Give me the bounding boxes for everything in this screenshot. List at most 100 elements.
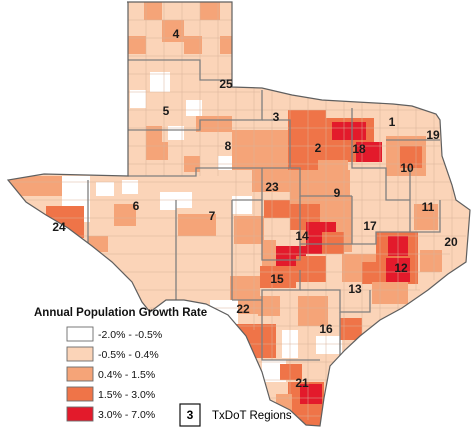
county-fill [146,126,162,142]
txdot-key-number: 3 [187,408,194,422]
county-fill [438,222,470,262]
county-fill [374,104,430,130]
county-fill [332,122,366,140]
district-boundary-line [299,196,353,245]
county-fill [162,20,184,42]
region-label-7: 7 [209,209,216,223]
district-boundary-line [232,270,301,301]
legend-items: -2.0% - -0.5% -0.5% - 0.4% 0.4% - 1.5% 1.5%… [66,326,162,422]
region-label-24: 24 [52,220,66,234]
county-fill [150,72,170,92]
legend-swatch [66,386,94,402]
region-label-9: 9 [334,186,341,200]
region-label-25: 25 [219,77,233,91]
district-boundary-line [261,200,301,261]
county-fill [178,214,216,236]
county-fill [340,318,362,340]
region-label-16: 16 [319,322,333,336]
county-boundary-line [145,2,453,420]
region-label-1: 1 [389,115,396,129]
region-label-15: 15 [270,272,284,286]
county-fill [8,176,62,196]
region-label-13: 13 [348,282,362,296]
legend-swatch [66,346,94,362]
district-boundary-line [262,167,352,197]
district-boundary-line [261,300,320,361]
region-label-19: 19 [426,128,440,142]
county-fill [122,180,138,194]
district-boundaries [87,59,441,361]
county-fill [318,160,348,178]
legend-title: Annual Population Growth Rate [34,307,207,319]
region-label-18: 18 [352,142,366,156]
county-fill [146,142,168,160]
county-fill [128,36,146,54]
county-fill [400,146,422,168]
county-fill [218,156,232,170]
legend-range-label: -0.5% - 0.4% [98,349,159,361]
county-fill [160,192,176,210]
county-fills [8,2,470,426]
county-fill [88,236,108,252]
region-label-3: 3 [273,110,280,124]
county-fill [262,240,276,266]
county-fill [260,266,296,288]
county-fill [322,232,344,254]
county-fill [200,2,220,20]
legend-range-label: 0.4% - 1.5% [98,369,155,381]
county-fill [96,182,114,196]
county-fill [316,336,342,354]
county-fill [236,324,276,358]
region-label-10: 10 [400,161,414,175]
region-label-20: 20 [444,235,458,249]
district-boundary-line [262,119,291,168]
county-fill [352,224,376,246]
texas-outline [6,1,471,427]
region-label-11: 11 [422,200,435,214]
county-fill [420,250,442,272]
legend-swatch [66,366,94,382]
region-label-6: 6 [133,199,140,213]
district-boundary-line [352,231,410,245]
txdot-key-label: TxDoT Regions [212,410,292,422]
region-label-12: 12 [394,261,408,275]
legend-range-label: 1.5% - 3.0% [98,389,155,401]
county-fill [298,296,328,326]
county-fill [258,296,280,316]
county-fill [130,90,146,108]
region-label-23: 23 [265,180,279,194]
county-fill [234,216,264,244]
region-label-5: 5 [163,104,170,118]
region-label-21: 21 [295,376,309,390]
county-fill [280,364,302,380]
legend-swatch [66,326,94,342]
county-fill [186,100,202,116]
region-label-8: 8 [225,139,232,153]
region-label-4: 4 [173,27,180,41]
county-fill [356,142,382,162]
district-boundary-line [128,90,263,131]
county-fill [220,36,232,54]
county-fill [362,262,384,284]
district-boundary-line [128,167,263,201]
district-boundary-line [409,168,441,233]
county-fill [296,256,326,282]
region-labels: 1234567891011121314151617181920212223242… [52,27,458,390]
legend-range-label: -2.0% - -0.5% [98,329,162,341]
county-fill [264,200,290,218]
district-boundary-line [128,59,232,81]
region-label-17: 17 [363,219,377,233]
county-fill [232,130,288,170]
county-fill [196,116,232,132]
region-label-22: 22 [236,302,250,316]
county-fill [300,384,322,404]
county-fill [144,2,162,20]
region-label-14: 14 [295,229,309,243]
county-fill [232,196,252,214]
region-label-2: 2 [315,141,322,155]
county-fill [372,282,408,304]
county-fill [184,36,202,54]
legend: Annual Population Growth Rate -2.0% - -0… [34,307,292,427]
